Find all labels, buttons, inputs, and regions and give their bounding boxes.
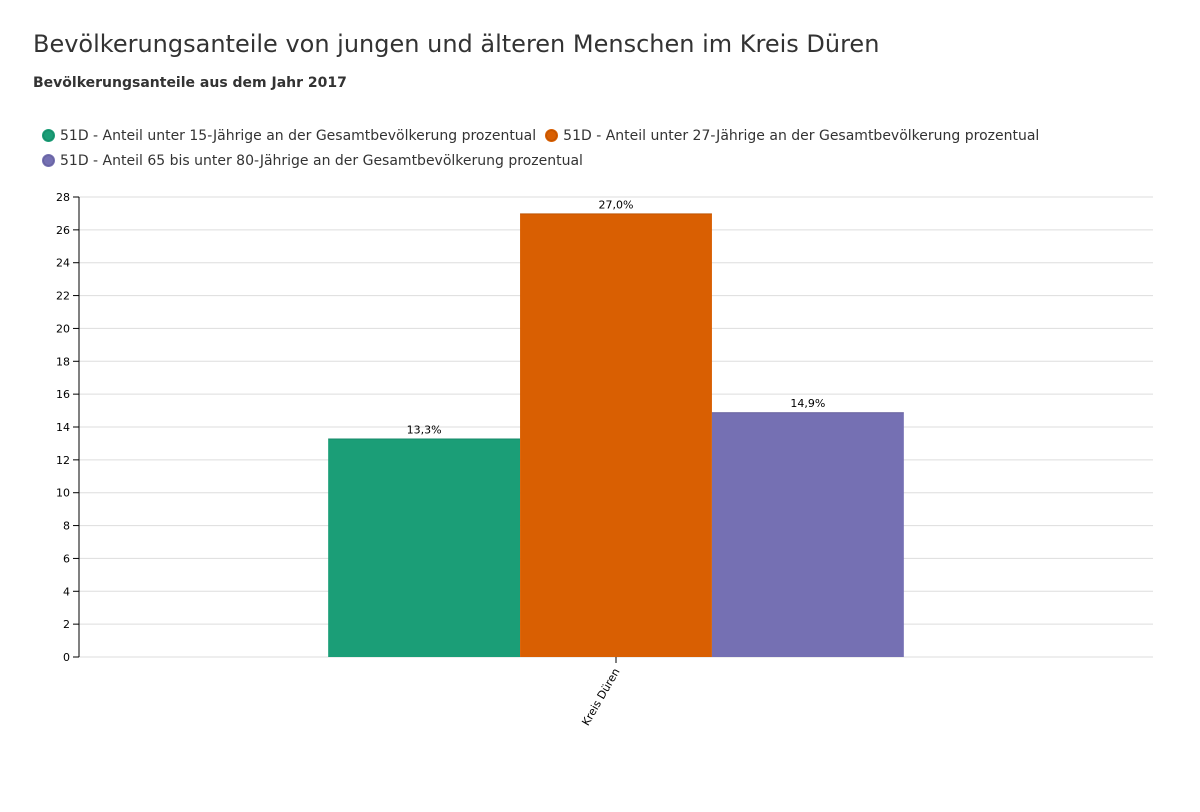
y-tick-label-28: 28: [56, 191, 70, 204]
legend-item-under-15[interactable]: 51D - Anteil unter 15-Jährige an der Ges…: [42, 126, 536, 145]
data-label-series-0-0: 13,3%: [407, 424, 442, 437]
y-tick-label-16: 16: [56, 388, 70, 401]
data-label-series-2-0: 14,9%: [790, 397, 825, 410]
y-tick-label-22: 22: [56, 290, 70, 303]
bar-series-1-0: [520, 213, 712, 657]
legend-label-under-15: 51D - Anteil unter 15-Jährige an der Ges…: [60, 127, 537, 144]
legend-item-under-27[interactable]: 51D - Anteil unter 27-Jährige an der Ges…: [545, 126, 1039, 145]
y-tick-label-24: 24: [56, 257, 70, 270]
y-tick-label-6: 6: [63, 552, 70, 565]
legend-label-under-27: 51D - Anteil unter 27-Jährige an der Ges…: [563, 127, 1040, 144]
legend-swatch-65-to-80: [42, 154, 55, 167]
chart-legend: 51D - Anteil unter 15-Jährige an der Ges…: [42, 126, 1162, 170]
y-tick-label-8: 8: [63, 520, 70, 533]
bar-series-2-0: [711, 412, 904, 657]
x-tick-label-0: Kreis Düren: [579, 666, 622, 728]
y-tick-label-14: 14: [56, 421, 70, 434]
y-tick-label-26: 26: [56, 224, 70, 237]
chart-title: Bevölkerungsanteile von jungen und älter…: [33, 30, 880, 58]
chart-subtitle: Bevölkerungsanteile aus dem Jahr 2017: [33, 75, 347, 91]
y-tick-label-10: 10: [56, 487, 70, 500]
legend-swatch-under-27: [545, 129, 559, 142]
data-label-series-1-0: 27,0%: [599, 198, 634, 211]
legend-swatch-under-15: [42, 129, 55, 142]
y-tick-label-0: 0: [63, 651, 70, 664]
y-tick-label-20: 20: [56, 322, 70, 335]
y-tick-label-18: 18: [56, 355, 70, 368]
legend-item-65-to-80[interactable]: 51D - Anteil 65 bis unter 80-Jährige an …: [42, 151, 583, 170]
legend-label-65-to-80: 51D - Anteil 65 bis unter 80-Jährige an …: [60, 152, 583, 169]
y-tick-label-12: 12: [56, 454, 70, 467]
y-tick-label-2: 2: [63, 618, 70, 631]
y-tick-label-4: 4: [63, 585, 70, 598]
bar-series-0-0: [328, 438, 521, 657]
